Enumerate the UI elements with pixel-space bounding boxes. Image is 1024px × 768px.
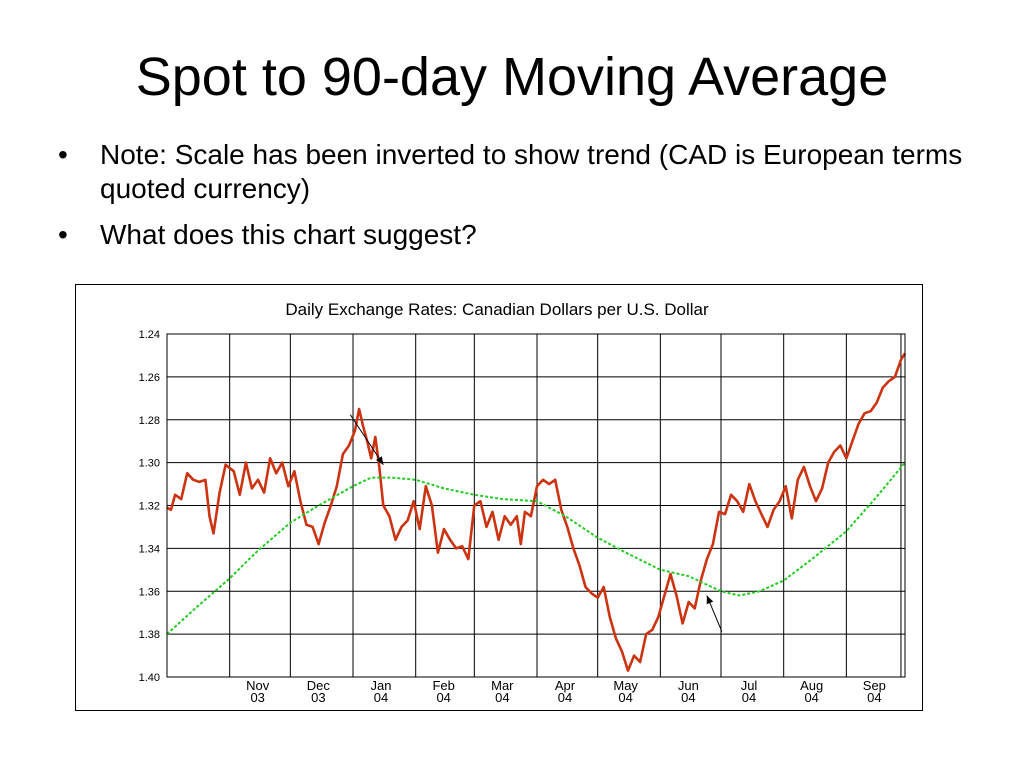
x-tick-year-label: 04	[558, 690, 572, 705]
y-tick-label: 1.38	[139, 629, 160, 641]
x-tick-month-label: Feb	[432, 678, 454, 693]
x-tick-year-label: 03	[250, 690, 264, 705]
x-tick-year-label: 04	[804, 690, 818, 705]
y-tick-label: 1.26	[139, 372, 160, 384]
x-tick-month-label: Dec	[307, 678, 331, 693]
y-tick-label: 1.34	[139, 543, 160, 555]
y-tick-label: 1.36	[139, 586, 160, 598]
x-tick-month-label: May	[613, 678, 638, 693]
bullet-list: • Note: Scale has been inverted to show …	[58, 138, 978, 264]
x-tick-year-label: 04	[742, 690, 756, 705]
spot-rate-line	[166, 352, 907, 672]
bullet-item-question: • What does this chart suggest?	[58, 218, 978, 252]
x-axis: Nov03Dec03Jan04Feb04Mar04Apr04May04Jun04…	[246, 678, 886, 705]
y-tick-label: 1.24	[139, 329, 160, 341]
chart-title: Daily Exchange Rates: Canadian Dollars p…	[285, 300, 709, 319]
bullet-item-note: • Note: Scale has been inverted to show …	[58, 138, 978, 206]
chart-frame: Daily Exchange Rates: Canadian Dollars p…	[75, 284, 923, 711]
x-tick-year-label: 04	[681, 690, 695, 705]
y-tick-label: 1.40	[139, 672, 160, 684]
slide-title: Spot to 90-day Moving Average	[135, 47, 889, 107]
x-tick-month-label: Jul	[741, 678, 758, 693]
bullet-text: What does this chart suggest?	[100, 219, 477, 250]
x-tick-month-label: Sep	[863, 678, 886, 693]
x-tick-month-label: Nov	[246, 678, 270, 693]
x-tick-year-label: 04	[867, 690, 881, 705]
bullet-marker: •	[58, 219, 68, 250]
x-tick-month-label: Jun	[678, 678, 699, 693]
x-tick-month-label: Mar	[491, 678, 514, 693]
annotation-arrow-shaft	[349, 414, 384, 466]
x-tick-year-label: 03	[311, 690, 325, 705]
x-tick-month-label: Apr	[555, 678, 576, 693]
plot-area-border	[166, 333, 906, 678]
annotation-arrow-head	[376, 456, 384, 465]
x-tick-month-label: Jan	[371, 678, 392, 693]
annotation-arrow-head	[706, 595, 714, 605]
x-tick-year-label: 04	[618, 690, 632, 705]
exchange-rate-chart: Daily Exchange Rates: Canadian Dollars p…	[139, 300, 907, 705]
y-tick-label: 1.30	[139, 458, 160, 470]
y-tick-label: 1.32	[139, 501, 160, 513]
x-tick-month-label: Aug	[800, 678, 823, 693]
x-tick-year-label: 04	[374, 690, 388, 705]
annotations	[349, 414, 723, 632]
series-layer	[166, 352, 907, 672]
bullet-marker: •	[58, 139, 68, 170]
bullet-text: Note: Scale has been inverted to show tr…	[100, 139, 963, 204]
y-tick-label: 1.28	[139, 415, 160, 427]
x-tick-year-label: 04	[436, 690, 450, 705]
x-tick-year-label: 04	[495, 690, 509, 705]
y-axis: 1.24 1.26 1.28 1.30 1.32 1.34 1.36 1.38 1.40	[139, 329, 160, 684]
moving-average-line	[166, 461, 906, 635]
